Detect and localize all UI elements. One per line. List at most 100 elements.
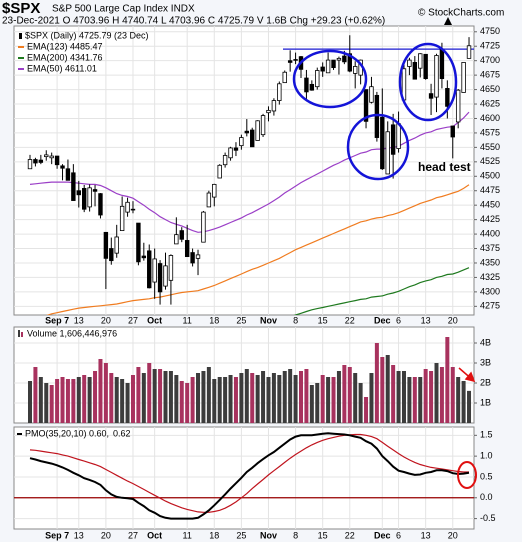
candle-body <box>342 55 347 63</box>
x-tick-label: 22 <box>345 530 355 540</box>
x-tick-label: Oct <box>147 530 162 540</box>
overlay: 4275 4300 4325 4350 4375 4400 4425 4450 4475 4500… <box>14 26 500 540</box>
candle-body <box>119 205 125 232</box>
y-tick-label: 0.0 <box>480 492 493 502</box>
candle-body <box>103 231 109 259</box>
volume-bar <box>277 375 282 423</box>
volume-bar <box>309 385 314 423</box>
x-tick-label: 8 <box>293 530 298 540</box>
x-tick-label: 27 <box>128 315 138 325</box>
x-tick-label: Oct <box>147 315 162 325</box>
volume-bar <box>467 390 472 423</box>
candle-body <box>60 165 65 169</box>
candle-body <box>233 147 239 151</box>
volume-bar <box>174 375 179 423</box>
x-tick-label: 15 <box>318 315 328 325</box>
volume-bar <box>288 369 293 423</box>
volume-bar <box>114 377 119 423</box>
y-tick-label: 4675 <box>480 70 500 80</box>
ema-line <box>293 267 470 315</box>
volume-bar <box>82 375 87 423</box>
volume-bar <box>320 375 325 423</box>
candle-body <box>282 71 287 84</box>
candle-body <box>374 94 380 138</box>
volume-bar <box>38 377 43 423</box>
candle-body <box>271 100 277 112</box>
x-tick-label: Sep 7 <box>45 530 69 540</box>
circle <box>292 49 368 109</box>
candle-body <box>331 59 336 69</box>
volume-bar <box>65 379 70 423</box>
candle-body <box>49 155 54 159</box>
x-tick-label: 20 <box>448 315 458 325</box>
volume-bar <box>380 357 385 423</box>
x-tick-label: 20 <box>448 530 458 540</box>
volume-bar <box>347 367 352 423</box>
volume-bar <box>326 377 331 423</box>
candle-body <box>407 59 412 67</box>
candle-body <box>293 59 298 61</box>
volume-bar <box>358 383 363 423</box>
candle-body <box>98 193 103 216</box>
candle-body <box>130 208 136 211</box>
volume-bar <box>125 383 130 423</box>
candle-body <box>212 183 217 198</box>
volume-bar <box>163 371 168 423</box>
candle-body <box>228 147 233 159</box>
volume-bar <box>461 381 466 423</box>
candle-body <box>174 234 179 245</box>
x-tick-label: 8 <box>293 315 298 325</box>
y-tick-label: 1.0 <box>480 451 493 461</box>
candle-body <box>157 263 163 293</box>
candle-body <box>418 53 423 69</box>
candle-body <box>390 124 396 155</box>
candle-body <box>363 89 369 122</box>
candle-body <box>304 77 309 93</box>
volume-bar <box>445 337 450 423</box>
legend-label: EMA(123) 4485.47 <box>27 41 103 51</box>
candle-body <box>380 116 385 170</box>
x-tick-label: Dec <box>374 530 391 540</box>
volume-bar <box>109 373 114 423</box>
candle-body <box>27 159 33 170</box>
ema-line <box>46 184 470 315</box>
x-tick-label: 25 <box>236 315 246 325</box>
candle-body <box>179 230 184 240</box>
volume-bar <box>190 377 195 423</box>
x-tick-label: 22 <box>345 315 355 325</box>
candle-body <box>201 211 206 243</box>
candle-body <box>461 62 466 93</box>
x-tick-label: 13 <box>421 530 431 540</box>
volume-bar <box>396 371 401 423</box>
volume-bar <box>196 373 201 423</box>
x-tick-label: 18 <box>209 530 219 540</box>
volume-bar <box>299 371 303 423</box>
x-tick-label: 27 <box>128 530 138 540</box>
candle-body <box>320 66 325 72</box>
y-tick-label: 0.5 <box>480 471 493 481</box>
y-tick-label: 4600 <box>480 113 500 123</box>
y-tick-label: 3B <box>480 357 491 367</box>
volume-bar <box>87 377 92 423</box>
volume-bar <box>158 369 163 423</box>
candle-body <box>250 129 255 148</box>
candle-body <box>184 240 190 258</box>
volume-bar <box>407 377 412 423</box>
up-arrow <box>444 17 452 25</box>
pmo-plot <box>14 427 474 529</box>
candle-body <box>222 155 228 166</box>
volume-bar <box>147 363 152 423</box>
x-tick-label: 6 <box>396 530 401 540</box>
annotations <box>292 42 458 181</box>
candle-body <box>352 66 358 74</box>
volume-bar <box>293 375 298 423</box>
volume-bar <box>93 371 98 423</box>
x-tick-label: 11 <box>183 530 192 540</box>
legend-label: PMO(35,20,10) 0.60, <box>25 428 109 438</box>
volume-bar <box>49 385 54 423</box>
y-tick-label: 4625 <box>480 98 500 108</box>
volume-bar <box>331 377 336 423</box>
volume-bar <box>76 377 81 423</box>
volume-bar <box>179 381 184 423</box>
